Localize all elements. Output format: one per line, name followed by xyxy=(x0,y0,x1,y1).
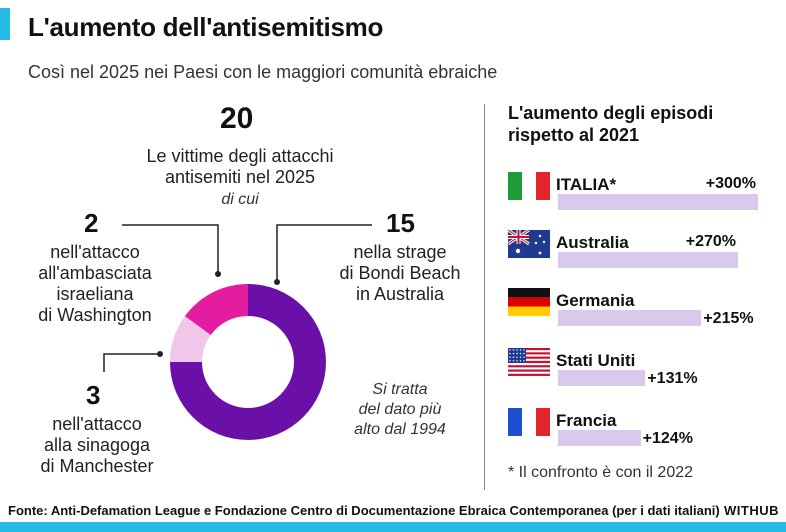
bar-value-label: +215% xyxy=(703,310,754,327)
bar-italia xyxy=(558,194,758,210)
victims-donut-chart xyxy=(170,284,326,440)
bondi-connector-dot xyxy=(274,279,280,285)
bondi-value: 15 xyxy=(386,208,415,238)
bar-category-label: ITALIA* xyxy=(556,175,617,194)
bar-value-label: +124% xyxy=(642,430,693,447)
record-note-line: del dato più xyxy=(358,401,442,418)
washington-connector xyxy=(122,224,219,272)
bar-value-label: +131% xyxy=(647,370,698,387)
bondi-label: nella strage di Bondi Beach in Australia xyxy=(320,242,480,305)
donut-slice-manchester xyxy=(184,284,248,335)
total-victims-label-line-2: antisemiti nel 2025 xyxy=(164,167,316,187)
footer xyxy=(0,498,786,522)
total-victims-label: Le vittime degli attacchi antisemiti nel… xyxy=(110,146,370,188)
australia-flag-icon xyxy=(507,228,550,258)
germany-flag-icon xyxy=(508,288,550,316)
bondi-label-line: nella strage xyxy=(353,242,447,262)
brand-logo: WITHUB xyxy=(724,503,779,518)
bar-category-label: Stati Uniti xyxy=(556,351,636,370)
bondi-label-line: di Bondi Beach xyxy=(339,263,461,283)
bar-chart-title: L'aumento degli episodi rispetto al 2021 xyxy=(508,102,713,146)
record-note-line: Si tratta xyxy=(372,381,428,398)
record-note: Si tratta del dato più alto dal 1994 xyxy=(340,380,460,440)
bar-value-label: +270% xyxy=(685,233,736,250)
manchester-label-line: alla sinagoga xyxy=(43,435,151,455)
bar-australia xyxy=(558,252,738,268)
manchester-label: nell'attacco alla sinagoga di Manchester xyxy=(12,414,182,477)
washington-connector-dot xyxy=(215,271,221,277)
bar-germania xyxy=(558,310,702,326)
bar-stati-uniti xyxy=(558,370,646,386)
washington-label-line: israeliana xyxy=(56,284,134,304)
bondi-label-line: in Australia xyxy=(355,284,445,304)
footnote: * Il confronto è con il 2022 xyxy=(508,464,694,481)
total-victims-label-line-1: Le vittime degli attacchi xyxy=(146,146,334,166)
connector-lines xyxy=(103,224,372,372)
source-text: Fonte: Anti-Defamation League e Fondazio… xyxy=(8,503,720,518)
manchester-label-line: di Manchester xyxy=(40,456,154,476)
bar-row-francia: Francia +124% xyxy=(508,408,768,458)
bar-chart-title-line-1: L'aumento degli episodi xyxy=(508,103,714,123)
footer-accent-line xyxy=(0,522,786,532)
of-which-label: di cui xyxy=(221,191,259,208)
washington-label: nell'attacco all'ambasciata israeliana d… xyxy=(10,242,180,326)
donut-slice-washington xyxy=(170,316,211,362)
bar-row-australia: Australia +270% xyxy=(507,228,768,280)
column-divider xyxy=(484,104,485,490)
italy-flag-icon xyxy=(508,172,550,200)
bondi-connector xyxy=(276,224,372,280)
france-flag-icon xyxy=(508,408,550,436)
bar-francia xyxy=(558,430,641,446)
washington-label-line: all'ambasciata xyxy=(38,263,152,283)
bar-row-stati-uniti: Stati Uniti +131% xyxy=(508,348,768,398)
bar-category-label: Australia xyxy=(556,233,629,252)
title-accent-bar xyxy=(0,8,10,40)
manchester-label-line: nell'attacco xyxy=(52,414,142,434)
manchester-connector-dot xyxy=(157,351,163,357)
bar-row-germania: Germania +215% xyxy=(508,288,768,338)
bar-category-label: Germania xyxy=(556,291,635,310)
record-note-line: alto dal 1994 xyxy=(354,421,446,438)
bar-value-label: +300% xyxy=(705,175,756,192)
bar-chart-title-line-2: rispetto al 2021 xyxy=(508,125,640,145)
manchester-value: 3 xyxy=(86,380,101,410)
bar-category-label: Francia xyxy=(556,411,617,430)
washington-label-line: di Washington xyxy=(38,305,152,325)
donut-slice-bondi-beach xyxy=(170,284,326,440)
washington-value: 2 xyxy=(84,208,99,238)
page-title: L'aumento dell'antisemitismo xyxy=(28,12,384,42)
bar-row-italia: ITALIA* +300% xyxy=(508,172,768,222)
washington-label-line: nell'attacco xyxy=(50,242,140,262)
manchester-connector xyxy=(103,353,158,372)
page-subtitle: Così nel 2025 nei Paesi con le maggiori … xyxy=(28,62,498,82)
total-victims-value: 20 xyxy=(220,102,254,135)
usa-flag-icon xyxy=(508,348,550,376)
